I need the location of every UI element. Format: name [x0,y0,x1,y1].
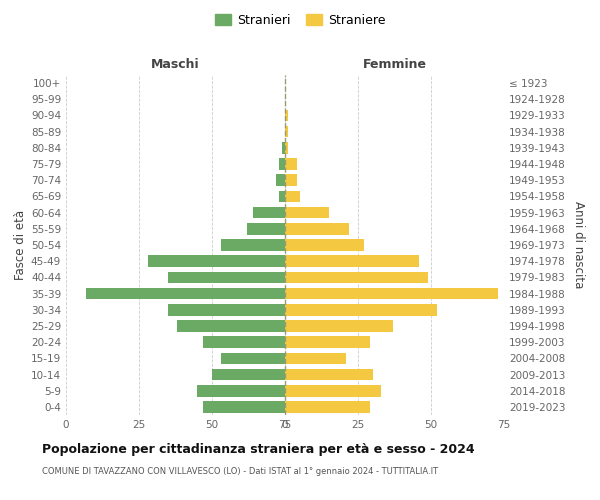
Bar [221,352,285,364]
Bar [285,110,288,122]
Bar [285,368,373,380]
Bar [282,142,285,154]
Bar [148,256,285,267]
Bar [285,239,364,251]
Bar [285,336,370,348]
Bar [285,207,329,218]
Bar [285,126,288,138]
Legend: Stranieri, Straniere: Stranieri, Straniere [209,8,391,32]
Bar [247,223,285,234]
Bar [221,239,285,251]
Bar [86,288,285,300]
Text: Popolazione per cittadinanza straniera per età e sesso - 2024: Popolazione per cittadinanza straniera p… [42,442,475,456]
Bar [279,190,285,202]
Bar [253,207,285,218]
Bar [285,223,349,234]
Text: COMUNE DI TAVAZZANO CON VILLAVESCO (LO) - Dati ISTAT al 1° gennaio 2024 - TUTTIT: COMUNE DI TAVAZZANO CON VILLAVESCO (LO) … [42,468,438,476]
Bar [197,385,285,396]
Bar [285,352,346,364]
Bar [279,158,285,170]
Bar [285,288,498,300]
Title: Maschi: Maschi [151,58,200,71]
Bar [168,272,285,283]
Y-axis label: Anni di nascita: Anni di nascita [572,202,585,288]
Title: Femmine: Femmine [362,58,427,71]
Bar [168,304,285,316]
Bar [285,385,382,396]
Bar [285,158,296,170]
Bar [212,368,285,380]
Bar [285,272,428,283]
Bar [177,320,285,332]
Bar [285,401,370,412]
Bar [285,304,437,316]
Bar [276,174,285,186]
Bar [285,142,288,154]
Y-axis label: Fasce di età: Fasce di età [14,210,27,280]
Bar [285,256,419,267]
Bar [285,320,393,332]
Bar [203,401,285,412]
Bar [285,190,299,202]
Bar [203,336,285,348]
Bar [285,174,296,186]
